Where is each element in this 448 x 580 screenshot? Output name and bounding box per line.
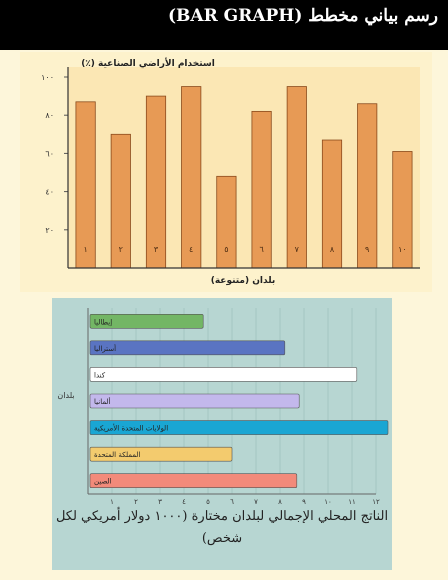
x-tick-label: ٦: [230, 498, 234, 506]
bar-label-5: الولايات المتحدة الأمريكية: [94, 424, 168, 433]
horizontal-bar-chart: بلدان إيطاليا أستراليا كندا ألمانيا الولايات …: [52, 298, 392, 570]
y-axis-label: استخدام الأراضي الصناعية (٪): [81, 57, 215, 69]
x-tick-label: ١١: [348, 498, 356, 506]
bar-label-2: ٢: [119, 245, 123, 254]
y-tick-label: ٤٠: [45, 188, 54, 197]
bar-4: [181, 86, 202, 269]
y-tick-label: ١٠٠: [41, 73, 54, 82]
bar-3: [145, 95, 167, 269]
bar-5: [216, 175, 237, 269]
x-tick-label: ٥: [206, 498, 210, 506]
y-tick-label: ٢٠: [45, 226, 54, 235]
horizontal-bar-chart-svg: بلدان إيطاليا أستراليا كندا ألمانيا الولايات …: [57, 308, 389, 506]
y-tick-label: ٦٠: [45, 149, 54, 158]
bar-label-8: ٨: [330, 245, 335, 254]
x-tick-label: ٤: [182, 498, 186, 506]
x-tick-label: ٨: [278, 498, 282, 506]
title-bar: رسم بياني مخطط (BAR GRAPH): [0, 0, 448, 50]
bar-6: [89, 446, 233, 462]
bar-1: [75, 101, 96, 269]
bar-5: [89, 420, 389, 435]
bar-label-2: أستراليا: [94, 344, 116, 353]
vertical-bar-chart-svg: استخدام الأراضي الصناعية (٪) ٢٠ ٤٠ ٦٠ ٨٠ ١٠٠ ١…: [41, 57, 420, 286]
page-title: رسم بياني مخطط (BAR GRAPH): [167, 6, 438, 26]
x-tick-label: ٣: [158, 498, 162, 506]
bar-label-7: الصين: [94, 478, 112, 486]
bar-label-7: ٧: [295, 245, 300, 254]
bar-1: [89, 313, 204, 329]
x-tick-label: ١٠: [324, 498, 332, 506]
bar-label-1: إيطاليا: [94, 318, 112, 326]
bar-label-3: كندا: [94, 371, 106, 379]
x-tick-label: ١٢: [372, 498, 380, 506]
chart-caption: الناتج المحلي الإجمالي لبلدان مختارة (١٠…: [55, 509, 389, 546]
x-axis-label: بلدان (متنوعة): [211, 276, 276, 286]
bar-label-9: ٩: [365, 245, 369, 254]
bar-7: [89, 473, 298, 489]
bar-label-4: ألمانيا: [94, 397, 111, 406]
bar-label-6: المملكة المتحدة: [94, 451, 140, 459]
x-tick-label: ١: [110, 498, 114, 506]
x-tick-label: ٧: [254, 498, 258, 506]
bar-label-1: ١: [83, 245, 87, 254]
bar-9: [357, 103, 378, 269]
bar-label-3: ٣: [154, 245, 159, 254]
bar-3: [89, 367, 358, 382]
bar-label-10: ١٠: [398, 245, 407, 254]
bar-4: [89, 393, 300, 409]
bar-label-6: ٦: [259, 245, 263, 254]
x-tick-label: ٢: [134, 498, 138, 506]
x-tick-label: ٩: [302, 498, 306, 506]
y-tick-label: ٨٠: [45, 111, 54, 120]
bar-label-4: ٤: [189, 245, 193, 254]
vertical-bar-chart: استخدام الأراضي الصناعية (٪) ٢٠ ٤٠ ٦٠ ٨٠ ١٠٠ ١…: [20, 52, 432, 292]
bar-label-5: ٥: [224, 245, 228, 254]
y-axis-label: بلدان: [57, 391, 74, 400]
bar-7: [286, 86, 307, 269]
bar-2: [89, 340, 286, 356]
